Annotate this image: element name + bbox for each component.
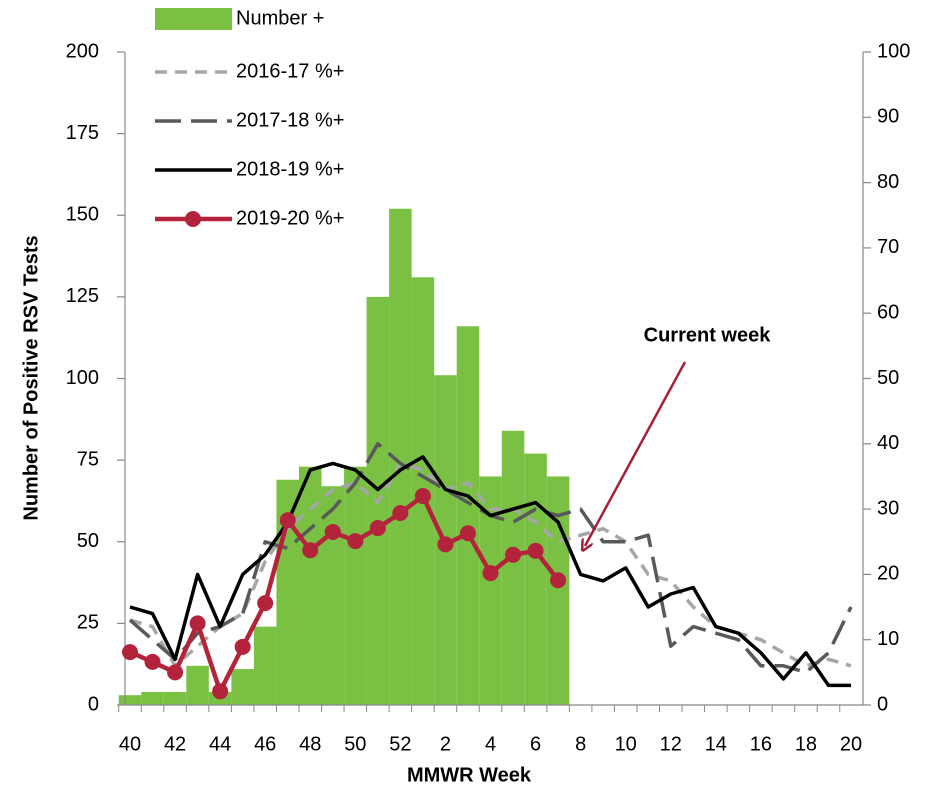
x-tick-label: 14	[705, 733, 727, 755]
y-tick-label: 25	[77, 612, 99, 634]
legend-swatch	[155, 8, 232, 30]
series-marker	[189, 615, 206, 632]
y2-tick-label: 100	[877, 40, 910, 62]
bar	[186, 665, 209, 705]
legend-label: 2018-19 %+	[236, 158, 344, 180]
y2-tick-label: 40	[877, 432, 899, 454]
x-tick-label: 16	[750, 733, 772, 755]
y-axis-label: Number of Positive RSV Tests	[20, 235, 42, 520]
bar	[389, 208, 412, 705]
x-tick-label: 44	[209, 733, 231, 755]
annotation: Current week	[644, 324, 772, 346]
bar	[321, 486, 345, 705]
series-marker	[122, 644, 138, 661]
x-tick-label: 6	[530, 733, 541, 755]
y-tick-label: 50	[77, 530, 99, 552]
series-marker	[527, 542, 544, 559]
x-tick-label: 12	[660, 733, 682, 755]
x-tick-label: 18	[795, 733, 817, 755]
y2-tick-label: 90	[877, 106, 899, 128]
bar	[298, 466, 322, 705]
x-tick-label: 40	[119, 733, 141, 755]
y-tick-label: 100	[66, 367, 99, 389]
bar	[231, 669, 254, 705]
legend-label: 2019-20 %+	[236, 207, 344, 229]
series-marker	[167, 664, 184, 681]
y-tick-label: 200	[66, 40, 99, 62]
x-tick-label: 50	[344, 733, 366, 755]
bar	[253, 626, 277, 705]
series-marker	[302, 542, 319, 559]
bar	[118, 695, 142, 705]
series-marker	[257, 595, 274, 612]
x-tick-label: 48	[299, 733, 321, 755]
x-tick-label: 52	[389, 733, 411, 755]
bar	[163, 691, 187, 705]
series-marker	[234, 638, 251, 655]
series-marker	[144, 653, 161, 670]
y-tick-label: 75	[77, 448, 99, 470]
x-axis-label: MMWR Week	[407, 764, 532, 786]
series-line	[129, 461, 852, 668]
bar	[479, 476, 502, 705]
series-marker	[279, 512, 296, 529]
y-tick-label: 125	[66, 285, 99, 307]
bar	[501, 430, 525, 705]
x-tick-label: 4	[485, 733, 496, 755]
series-line	[129, 455, 851, 688]
bar	[456, 326, 480, 705]
y2-tick-label: 50	[877, 367, 899, 389]
series-marker	[550, 572, 567, 589]
y2-tick-label: 20	[877, 563, 899, 585]
legend-label: 2016-17 %+	[236, 60, 344, 82]
legend-label: Number +	[236, 7, 324, 29]
x-tick-label: 42	[164, 733, 186, 755]
y-tick-label: 0	[88, 693, 99, 715]
y2-tick-label: 70	[877, 236, 899, 258]
y2-tick-label: 30	[877, 497, 899, 519]
annotation-arrow	[585, 361, 687, 546]
y2-tick-label: 80	[877, 171, 899, 193]
x-tick-label: 2	[440, 733, 451, 755]
series-marker	[459, 525, 476, 542]
x-tick-label: 20	[840, 733, 862, 755]
bar	[344, 466, 367, 705]
series-marker	[482, 565, 499, 582]
x-tick-label: 8	[575, 733, 586, 755]
series-marker	[347, 533, 364, 550]
series-marker	[414, 488, 431, 505]
series-marker	[392, 505, 409, 522]
series-marker	[505, 546, 522, 563]
bar	[141, 691, 164, 705]
y-tick-label: 150	[66, 204, 99, 226]
x-tick-label: 10	[615, 733, 637, 755]
y2-tick-label: 10	[877, 628, 899, 650]
legend-label: 2017-18 %+	[236, 109, 344, 131]
bar	[546, 476, 570, 705]
x-tick-label: 46	[254, 733, 276, 755]
y2-tick-label: 60	[877, 301, 899, 323]
series-marker	[324, 523, 341, 540]
legend-marker	[185, 211, 201, 227]
series-marker	[369, 520, 386, 537]
series-marker	[212, 683, 229, 700]
bar	[524, 453, 547, 705]
y2-tick-label: 0	[877, 693, 888, 715]
y-tick-label: 175	[66, 122, 99, 144]
series-marker	[437, 536, 454, 553]
